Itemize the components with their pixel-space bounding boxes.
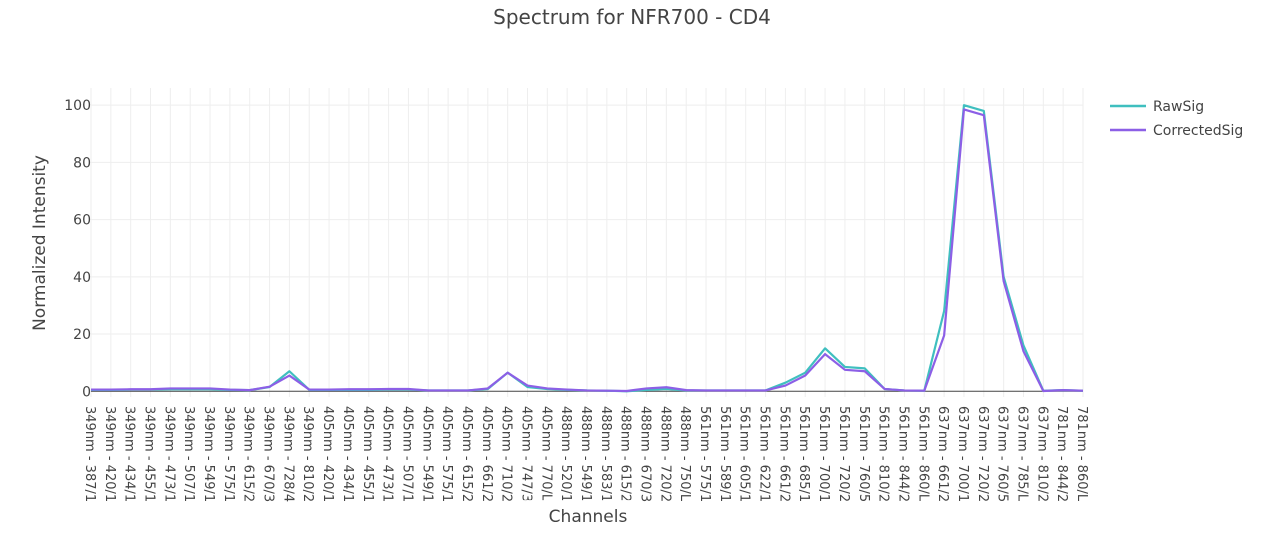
legend-label-correctedsig[interactable]: CorrectedSig [1153,123,1243,139]
x-tick-label: 349nm - 615/2 [241,406,256,502]
x-tick-label: 561nm - 589/1 [717,406,732,502]
x-tick-label: 405nm - 710/2 [499,406,514,502]
x-tick-label: 488nm - 520/1 [558,406,573,502]
x-tick-label: 405nm - 661/2 [479,406,494,502]
x-tick-label: 349nm - 670/3 [261,406,276,502]
series-line-correctedsig [91,108,1084,393]
x-tick-label: 488nm - 549/1 [578,406,593,502]
x-tick-label: 781nm - 860/L [1074,406,1089,502]
x-tick-label: 637nm - 720/2 [975,406,990,502]
x-tick-label: 561nm - 661/2 [776,406,791,502]
x-tick-label: 405nm - 420/1 [320,406,335,502]
x-tick-label: 349nm - 810/2 [300,406,315,502]
x-tick-label: 561nm - 685/1 [796,406,811,502]
y-grid [91,104,1083,392]
x-tick-label: 781nm - 844/2 [1054,406,1069,502]
y-axis-title: Normalized Intensity [30,155,50,331]
y-tick-labels: 0 20 40 60 80 100 [64,98,91,400]
x-tick-label: 405nm - 747/3 [518,406,533,502]
x-tick-label: 561nm - 575/1 [697,406,712,502]
y-tick-label: 20 [73,327,91,343]
x-tick-label: 405nm - 615/2 [459,406,474,502]
x-axis-title-backdrop [520,500,640,530]
x-tick-label: 488nm - 750/L [677,406,692,502]
x-tick-label: 349nm - 455/1 [142,406,157,502]
x-tick-label: 488nm - 670/3 [638,406,653,502]
x-tick-label: 349nm - 434/1 [122,406,137,502]
x-tick-label: 349nm - 728/4 [280,406,295,502]
x-tick-label: 405nm - 434/1 [340,406,355,502]
y-tick-label: 40 [73,270,91,286]
x-tick-labels: 349nm - 387/1 349nm - 420/1 349nm - 434/1 3… [82,406,1089,502]
x-tick-label: 561nm - 860/L [915,406,930,502]
x-tick-label: 561nm - 810/2 [876,406,891,502]
x-grid [90,88,1084,397]
x-tick-label: 561nm - 844/2 [895,406,910,502]
x-tick-label: 488nm - 615/2 [618,406,633,502]
x-tick-label: 349nm - 387/1 [82,406,97,502]
x-tick-label: 637nm - 700/1 [955,406,970,502]
x-tick-label: 405nm - 455/1 [360,406,375,502]
chart-title: Spectrum for NFR700 - CD4 [493,5,771,29]
x-tick-label: 405nm - 575/1 [439,406,454,502]
legend-label-rawsig[interactable]: RawSig [1153,99,1204,115]
x-tick-label: 349nm - 575/1 [221,406,236,502]
x-tick-label: 349nm - 549/1 [201,406,216,502]
x-tick-label: 405nm - 507/1 [399,406,414,502]
x-tick-label: 405nm - 473/1 [380,406,395,502]
x-tick-label: 405nm - 549/1 [419,406,434,502]
legend[interactable]: RawSig CorrectedSig [1110,99,1243,139]
x-tick-label: 561nm - 622/1 [757,406,772,502]
series-lines [91,104,1084,393]
y-tick-label: 80 [73,155,91,171]
x-tick-label: 561nm - 760/5 [856,406,871,502]
y-tick-label: 60 [73,213,91,229]
x-tick-label: 561nm - 605/1 [737,406,752,502]
x-tick-label: 637nm - 661/2 [935,406,950,502]
x-tick-label: 349nm - 420/1 [102,406,117,502]
x-tick-label: 488nm - 583/1 [598,406,613,502]
x-tick-label: 637nm - 785/L [1014,406,1029,502]
y-tick-label: 100 [64,98,91,114]
x-tick-label: 488nm - 720/2 [657,406,672,502]
x-axis-title: Channels [549,507,628,527]
x-tick-label: 561nm - 720/2 [836,406,851,502]
x-tick-label: 349nm - 507/1 [181,406,196,502]
x-tick-label: 637nm - 810/2 [1034,406,1049,502]
x-tick-label: 561nm - 700/1 [816,406,831,502]
x-tick-label: 637nm - 760/5 [995,406,1010,502]
x-tick-label: 405nm - 770/L [538,406,553,502]
x-tick-label: 349nm - 473/1 [161,406,176,502]
y-tick-label: 0 [82,384,91,400]
